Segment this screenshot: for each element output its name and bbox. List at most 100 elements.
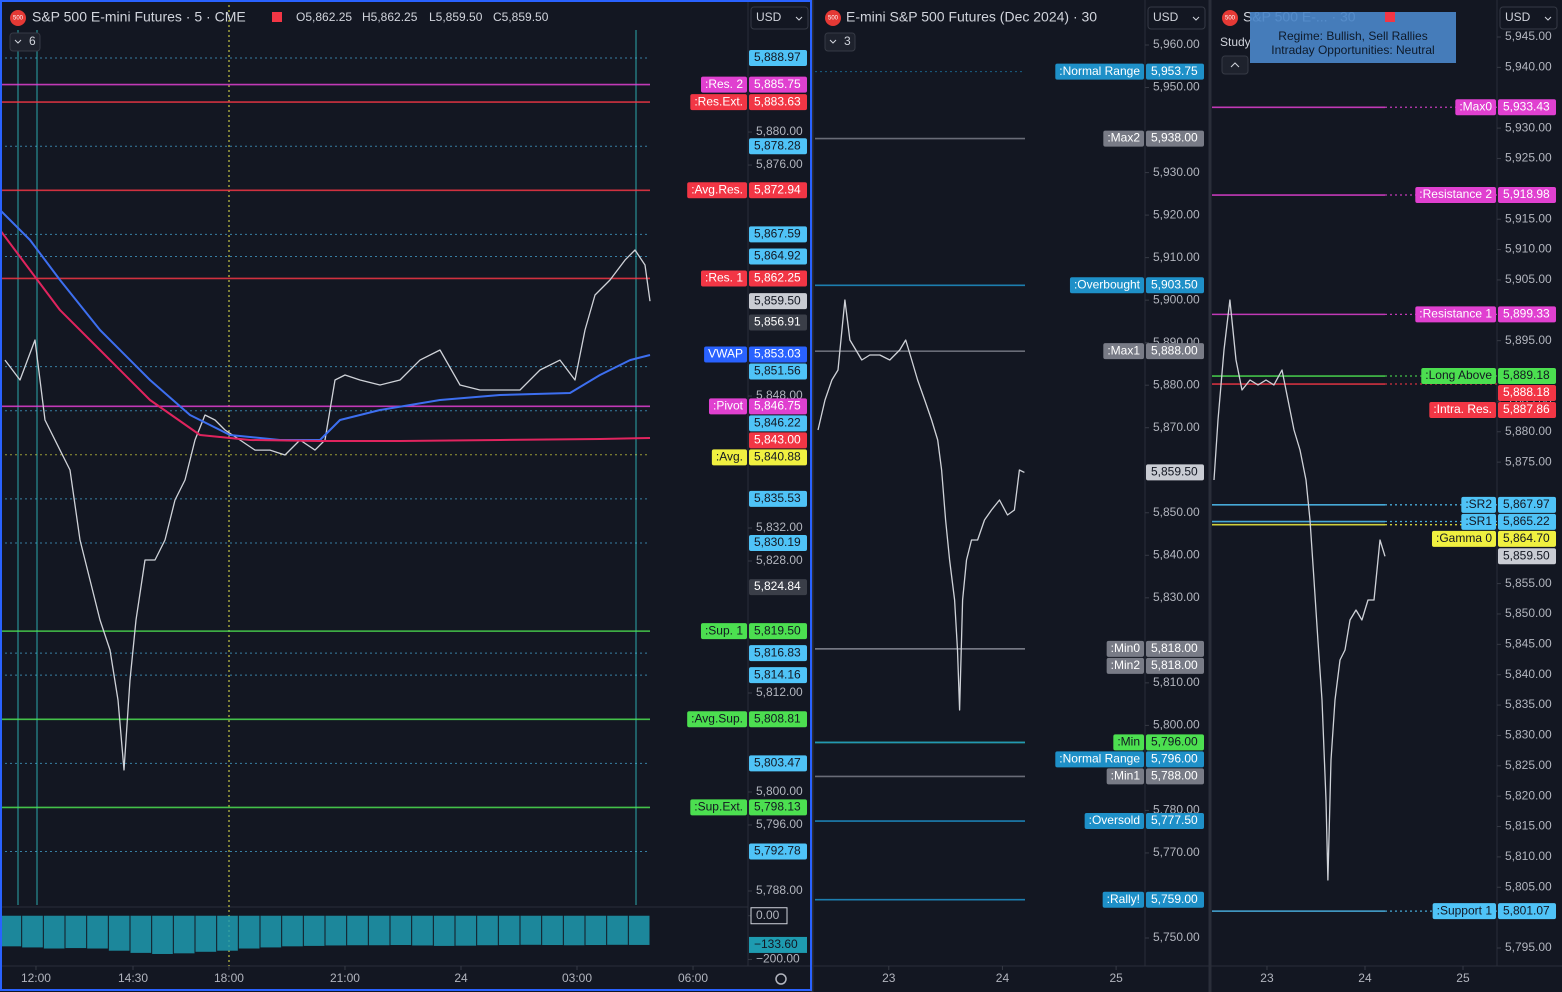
currency-dropdown[interactable]: [1147, 6, 1206, 30]
price-tag: [1146, 751, 1204, 768]
y-tick-label: 5,915.00: [1505, 211, 1552, 225]
price-tag: [1498, 187, 1556, 204]
y-tick-label: 5,960.00: [1153, 37, 1200, 51]
oscillator-bar: [0, 915, 22, 947]
level-name: :Min0: [1111, 641, 1141, 655]
price-tag: [749, 449, 807, 466]
level-name: :Sup.Ext.: [694, 800, 743, 814]
logo-text: 500: [1225, 16, 1236, 22]
price-tag-label: 5,796.00: [1151, 735, 1198, 749]
price-tag-label: 5,888.00: [1151, 343, 1198, 357]
price-tag-label: 5,885.75: [754, 77, 801, 91]
price-tag-label: 5,938.00: [1151, 131, 1198, 145]
y-tick-label: 5,805.00: [1505, 879, 1552, 893]
y-tick-label: 5,835.00: [1505, 697, 1552, 711]
y-tick-label: 5,810.00: [1505, 849, 1552, 863]
indicator-count: 3: [844, 34, 851, 48]
price-tag-label: 5,887.86: [1503, 402, 1550, 416]
flag-icon[interactable]: [1385, 12, 1395, 22]
price-tag: [749, 667, 807, 684]
collapse-button[interactable]: [1221, 55, 1249, 75]
oscillator-bar: [628, 915, 650, 945]
price-tag-label: 5,796.00: [1151, 752, 1198, 766]
price-tag: [1498, 99, 1556, 116]
oscillator-bar: [87, 915, 108, 949]
price-tag: [1498, 903, 1556, 920]
price-tag: [1146, 734, 1204, 751]
oscillator-bar: [282, 915, 303, 947]
price-tag: [1498, 368, 1556, 385]
level-name-tag: [1103, 343, 1144, 360]
currency-dropdown[interactable]: [750, 6, 809, 30]
price-tag: [749, 226, 807, 243]
y-tick-label: 5,945.00: [1505, 29, 1552, 43]
price-tag: [749, 623, 807, 640]
flag-icon[interactable]: [272, 12, 282, 22]
chevron: [14, 39, 22, 44]
annotation-box: [1250, 12, 1456, 63]
price-tag-label: 5,801.07: [1503, 903, 1550, 917]
level-name-tag: [1455, 99, 1496, 116]
y-tick-label: 5,905.00: [1505, 272, 1552, 286]
level-name-tag: [1415, 306, 1496, 323]
y-tick-label: 5,880.00: [756, 124, 803, 138]
price-tag: [749, 398, 807, 415]
level-name-tag: [1084, 813, 1144, 830]
price-tag-label: 5,918.98: [1503, 187, 1550, 201]
y-tick-label: 5,930.00: [1153, 165, 1200, 179]
oscillator-bar: [607, 915, 628, 945]
price-tag-label: 5,792.78: [754, 844, 801, 858]
y-tick-label: 5,795.00: [1505, 940, 1552, 954]
level-name-tag: [1415, 187, 1496, 204]
price-tag: [749, 138, 807, 155]
chart-title[interactable]: S&P 500 E-mini Futures · 5 · CME: [32, 9, 246, 25]
price-tag-label: 5,816.83: [754, 645, 801, 659]
ohlc-low: L5,859.50: [429, 10, 483, 24]
level-name: :Intra. Res.: [1433, 402, 1492, 416]
indicator-toggle[interactable]: [824, 32, 856, 52]
study-label[interactable]: Study: [1220, 35, 1251, 49]
level-name: :Long Above: [1425, 368, 1492, 382]
price-tag-label: 5,889.18: [1503, 368, 1550, 382]
indicator-count: 6: [29, 34, 36, 48]
logo-text: 500: [13, 16, 24, 22]
chart-title[interactable]: E-mini S&P 500 Futures (Dec 2024) · 30: [846, 9, 1097, 25]
price-line: [1213, 299, 1386, 881]
y-tick-label: 5,770.00: [1153, 845, 1200, 859]
chevron: [1192, 16, 1200, 21]
price-tag: [749, 94, 807, 111]
price-tag-label: 5,903.50: [1151, 277, 1198, 291]
oscillator-bar: [303, 915, 325, 946]
oscillator-bar: [238, 915, 260, 949]
price-tag: [749, 248, 807, 265]
oscillator-bar: [477, 915, 498, 946]
price-tag: [1146, 464, 1204, 481]
settings-icon[interactable]: [775, 973, 787, 985]
price-tag-label: 5,867.59: [754, 227, 801, 241]
price-tag: [1498, 548, 1556, 565]
currency-dropdown[interactable]: [1499, 6, 1558, 30]
level-name-tag: [1102, 891, 1144, 908]
price-tag-label: 5,788.00: [1151, 769, 1198, 783]
x-tick-label: 06:00: [678, 971, 708, 985]
oscillator-bar: [152, 915, 173, 954]
price-tag: [1146, 63, 1204, 80]
price-tag-label: 5,859.50: [754, 293, 801, 307]
indicator-toggle[interactable]: [9, 32, 41, 52]
price-tag-label: 5,824.84: [754, 579, 801, 593]
price-tag: [1146, 130, 1204, 147]
price-tag: [749, 645, 807, 662]
oscillator-bar: [173, 915, 195, 954]
price-tag-label: 5,853.03: [754, 347, 801, 361]
oscillator-bar: [520, 915, 542, 945]
symbol-logo: [825, 10, 841, 26]
price-tag-label: 5,803.47: [754, 756, 801, 770]
y-tick-label: 5,925.00: [1505, 151, 1552, 165]
x-tick-label: 24: [1358, 971, 1372, 985]
level-name-tag: [1431, 530, 1496, 547]
y-tick-label: 5,950.00: [1153, 80, 1200, 94]
level-name-tag: [1055, 751, 1144, 768]
oscillator-bar: [563, 915, 585, 946]
oscillator-bar: [347, 915, 368, 946]
level-name: :Res. 1: [705, 271, 743, 285]
